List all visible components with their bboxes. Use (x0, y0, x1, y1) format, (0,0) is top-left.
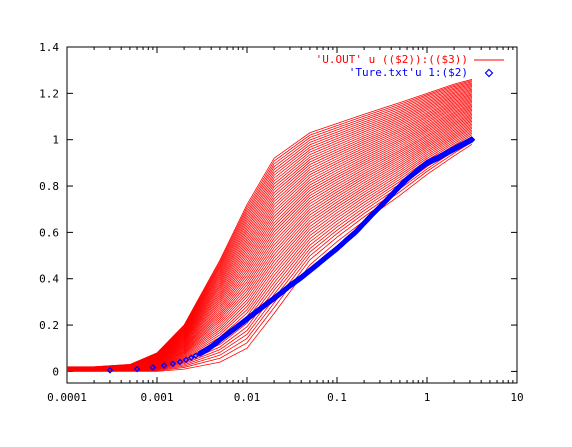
y-tick-label: 0.2 (39, 319, 59, 332)
axis-ticks (66, 46, 518, 383)
true-point (468, 136, 476, 144)
true-point (169, 360, 177, 368)
u-out-curve (67, 128, 473, 371)
u-out-curves (67, 79, 473, 372)
x-tick-label: 0.01 (234, 391, 261, 404)
u-out-curve (67, 79, 473, 368)
y-tick-label: 0.6 (39, 226, 59, 239)
true-point (192, 352, 200, 359)
u-out-curve (67, 82, 473, 368)
true-point (149, 364, 157, 371)
u-out-curve (67, 104, 473, 370)
u-out-curve (67, 94, 473, 369)
x-tick-label: 10 (510, 391, 523, 404)
true-point (133, 365, 141, 373)
true-point (160, 362, 168, 369)
u-out-curve (67, 109, 473, 370)
y-tick-label: 0.8 (39, 180, 59, 193)
true-points (106, 136, 476, 374)
u-out-curve (67, 134, 473, 372)
x-tick-label: 0.0001 (47, 391, 87, 404)
u-out-curve (67, 88, 473, 368)
true-point (182, 356, 190, 364)
u-out-curve (67, 111, 473, 370)
plot-frame (66, 46, 518, 384)
legend-label-true: 'Ture.txt'u 1:($2) (349, 66, 468, 79)
u-out-curve (67, 122, 473, 371)
y-tick-label: 1.2 (39, 87, 59, 100)
y-tick-label: 1 (52, 134, 59, 147)
u-out-curve (67, 100, 473, 369)
x-tick-label: 1 (424, 391, 431, 404)
true-point (176, 358, 184, 366)
y-tick-label: 1.4 (39, 41, 59, 54)
legend-label-u-out: 'U.OUT' u (($2)):(($3)) (316, 53, 468, 66)
u-out-curve (67, 107, 473, 370)
legend-marker-true (484, 68, 494, 78)
legend: 'U.OUT' u (($2)):(($3)) 'Ture.txt'u 1:($… (316, 53, 504, 79)
y-tick-label: 0.4 (39, 273, 59, 286)
y-tick-label: 0 (52, 365, 59, 378)
u-out-curve (67, 143, 473, 372)
x-tick-label: 0.1 (327, 391, 347, 404)
true-point (187, 354, 195, 362)
true-point (106, 366, 114, 374)
x-tick-label: 0.001 (140, 391, 173, 404)
axis-tick-labels: 0.0001 0.001 0.01 0.1 1 10 0 0.2 0.4 0.6 0.8 1 1.2 1.… (39, 41, 524, 404)
u-out-curve (67, 118, 473, 370)
